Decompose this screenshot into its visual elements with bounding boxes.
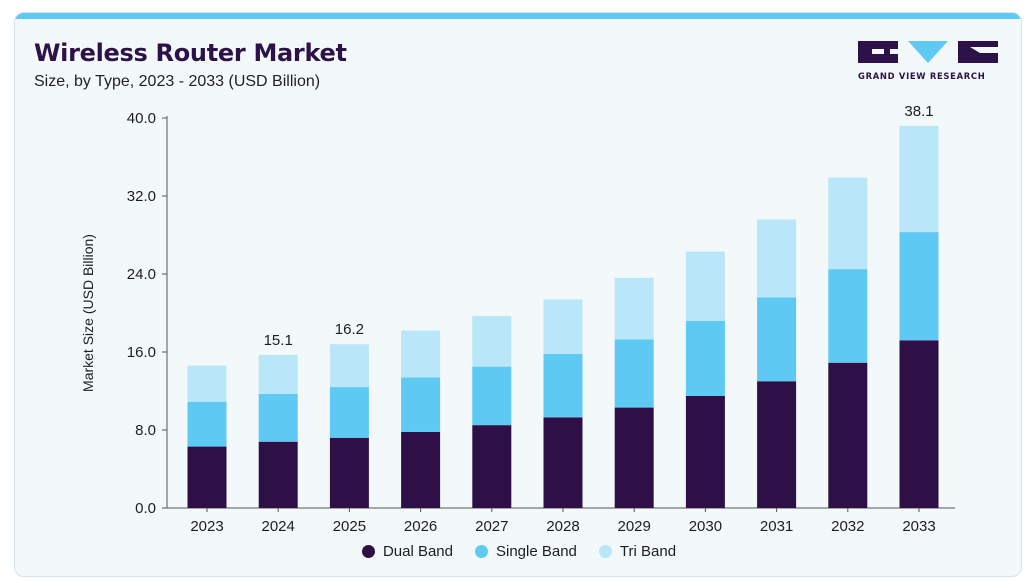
legend-label: Single Band: [496, 543, 577, 560]
legend-swatch-icon: [598, 545, 612, 558]
chart-subtitle: Size, by Type, 2023 - 2033 (USD Billion): [34, 73, 321, 90]
y-tick-label: 32.0: [127, 188, 156, 205]
bar-tri-band-2028: [543, 299, 583, 354]
y-tick-label: 24.0: [127, 266, 156, 283]
chart-card: Wireless Router Market Size, by Type, 20…: [14, 12, 1022, 577]
bar-single-band-2033: [899, 232, 939, 341]
legend-label: Dual Band: [382, 543, 453, 560]
bar-tri-band-2025: [329, 344, 369, 388]
bar-single-band-2024: [258, 393, 298, 442]
total-data-label-2025: 16.2: [335, 321, 364, 338]
x-tick-label: 2031: [760, 518, 793, 535]
total-data-label-2024: 15.1: [264, 332, 293, 349]
bar-tri-band-2033: [899, 125, 939, 233]
legend-label: Tri Band: [619, 543, 677, 560]
logo-mark-icon: [858, 41, 998, 63]
x-tick-label: 2033: [902, 518, 935, 535]
bar-single-band-2026: [401, 377, 441, 432]
bar-dual-band-2027: [472, 425, 512, 508]
legend-item-dual-band: Dual Band: [361, 543, 453, 560]
bar-single-band-2032: [828, 269, 868, 363]
y-tick-label: 16.0: [127, 344, 156, 361]
y-tick-label: 8.0: [135, 422, 156, 439]
x-tick-label: 2030: [689, 518, 722, 535]
x-tick-label: 2026: [404, 518, 437, 535]
bar-dual-band-2026: [401, 431, 441, 508]
bar-single-band-2028: [543, 353, 583, 418]
bar-dual-band-2030: [685, 395, 725, 508]
x-tick-label: 2025: [333, 518, 366, 535]
y-axis-label: Market Size (USD Billion): [80, 234, 96, 392]
total-data-label-2033: 38.1: [904, 103, 933, 120]
legend-swatch-icon: [475, 545, 488, 558]
bar-dual-band-2024: [258, 441, 298, 508]
y-tick-label: 40.0: [127, 110, 156, 127]
bar-single-band-2030: [685, 320, 725, 396]
x-tick-label: 2028: [546, 518, 579, 535]
legend-item-single-band: Single Band: [475, 543, 577, 560]
bar-dual-band-2023: [187, 446, 227, 508]
bar-single-band-2025: [329, 387, 369, 438]
grand-view-research-logo: GRAND VIEW RESEARCH: [858, 39, 1008, 89]
legend-swatch-icon: [361, 545, 375, 558]
bar-single-band-2027: [472, 366, 512, 426]
bar-dual-band-2031: [757, 381, 797, 508]
x-tick-label: 2032: [831, 518, 864, 535]
x-tick-label: 2023: [190, 518, 223, 535]
bar-tri-band-2029: [614, 277, 654, 340]
x-tick-label: 2029: [618, 518, 651, 535]
bar-tri-band-2023: [187, 365, 227, 402]
bar-single-band-2031: [757, 297, 797, 382]
x-tick-label: 2027: [475, 518, 508, 535]
stacked-bar-chart: 0.0 8.0 16.0 24.0 32.0 40.0 Market Size (USD B…: [80, 103, 955, 535]
bar-single-band-2029: [614, 339, 654, 408]
bar-single-band-2023: [187, 401, 227, 447]
bar-tri-band-2027: [472, 315, 512, 367]
bar-tri-band-2026: [401, 330, 441, 378]
bar-tri-band-2030: [685, 251, 725, 321]
x-tick-label: 2024: [262, 518, 295, 535]
bar-dual-band-2032: [828, 362, 868, 508]
bar-dual-band-2025: [329, 437, 369, 508]
bar-dual-band-2033: [899, 340, 939, 508]
accent-top-bar: [15, 13, 1021, 19]
bar-tri-band-2032: [828, 177, 868, 270]
chart-title: Wireless Router Market: [34, 39, 347, 67]
y-tick-label: 0.0: [135, 500, 156, 517]
legend-item-tri-band: Tri Band: [598, 543, 677, 560]
logo-text: GRAND VIEW RESEARCH: [858, 71, 986, 81]
bar-dual-band-2028: [543, 417, 583, 508]
bar-tri-band-2024: [258, 354, 298, 394]
bar-tri-band-2031: [757, 219, 797, 298]
chart-legend: Dual Band Single Band Tri Band: [15, 543, 1021, 560]
bar-dual-band-2029: [614, 407, 654, 508]
